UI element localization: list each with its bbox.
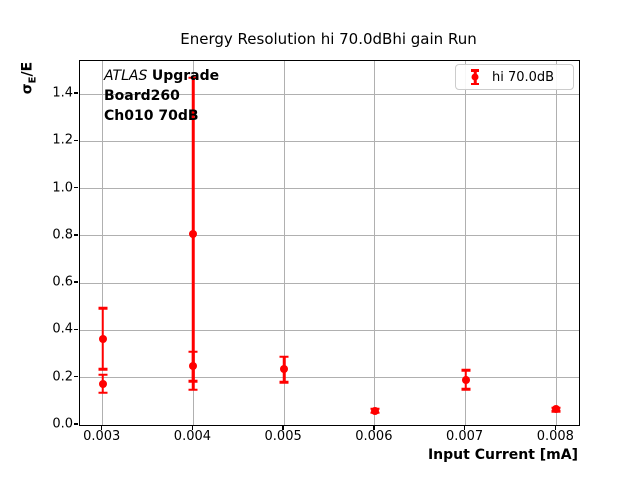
y-tick-mark (73, 281, 78, 283)
x-tick-mark (282, 425, 284, 430)
y-gridline (80, 93, 579, 95)
y-gridline (80, 188, 579, 190)
x-axis-label: Input Current [mA] (427, 447, 578, 463)
x-tick-label: 0.008 (536, 429, 574, 444)
x-tick-label: 0.004 (173, 429, 212, 444)
legend-label: hi 70.0dB (492, 69, 555, 85)
data-point (552, 405, 561, 414)
errorbar-top-cap (98, 306, 108, 310)
x-gridline (102, 61, 104, 425)
annotation-line-1: ATLAS Upgrade (104, 66, 219, 86)
data-point (98, 379, 107, 388)
y-tick-label: 0.8 (52, 227, 73, 243)
annotation-board: Board260 (104, 88, 180, 104)
y-tick-label: 0.4 (52, 321, 73, 337)
data-point (461, 375, 470, 384)
y-tick-label: 0.0 (52, 416, 73, 432)
legend-errorbar-bottomcap (471, 82, 479, 85)
annotation-channel: Ch010 70dB (104, 108, 199, 124)
plot-area: ATLAS Upgrade Board260 Ch010 70dB hi 70.… (79, 60, 580, 426)
data-point (280, 365, 289, 374)
x-tick-label: 0.007 (445, 429, 484, 444)
y-tick-mark (73, 234, 78, 236)
x-tick-mark (554, 425, 557, 430)
y-tick-mark (73, 92, 78, 94)
y-tick-mark (73, 423, 78, 425)
y-tick-mark (73, 375, 78, 378)
errorbar-top-cap (98, 373, 108, 376)
y-axis-label-sigma: σ (19, 83, 36, 95)
data-point (98, 334, 107, 343)
y-axis-label-rest: /E (19, 61, 36, 77)
errorbar-top-cap (461, 368, 471, 372)
y-gridline (80, 282, 579, 284)
x-tick-mark (191, 425, 194, 430)
y-tick-mark (73, 328, 78, 331)
legend: hi 70.0dB (455, 64, 574, 90)
errorbar-top-cap (188, 76, 198, 79)
y-axis-label-subscript: E (27, 76, 39, 84)
errorbar-bottom-cap (98, 391, 108, 394)
errorbar-bottom-cap (188, 388, 198, 391)
chart-title: Energy Resolution hi 70.0dBhi gain Run (180, 30, 477, 48)
annotation-tag: Upgrade (151, 68, 220, 84)
x-gridline (283, 61, 285, 425)
legend-errorbar-topcap (471, 69, 479, 72)
y-gridline (80, 329, 579, 331)
y-gridline (80, 377, 579, 379)
data-point (189, 229, 198, 238)
y-tick-label: 0.2 (52, 369, 73, 385)
x-tick-label: 0.003 (83, 429, 121, 444)
y-gridline (80, 140, 579, 142)
x-tick-label: 0.005 (264, 429, 302, 444)
y-tick-mark (73, 139, 78, 142)
legend-errorbar-icon (466, 68, 484, 86)
data-point (189, 362, 198, 371)
y-tick-mark (73, 186, 78, 189)
y-tick-label: 0.6 (52, 274, 73, 290)
legend-errorbar-dot (471, 73, 479, 81)
errorbar-bottom-cap (188, 379, 198, 383)
x-tick-label: 0.006 (355, 429, 393, 444)
y-gridline (80, 235, 579, 237)
errorbar-bottom-cap (279, 380, 289, 384)
errorbar-bottom-cap (98, 368, 108, 371)
errorbar-top-cap (188, 350, 198, 353)
x-gridline (374, 61, 376, 425)
x-gridline (465, 61, 467, 425)
atlas-annotation: ATLAS Upgrade Board260 Ch010 70dB (104, 66, 219, 126)
errorbar-bottom-cap (461, 387, 471, 391)
y-axis-label: σE/E (20, 62, 39, 94)
x-tick-mark (463, 425, 466, 430)
data-point (370, 406, 379, 415)
y-tick-label: 1.0 (52, 180, 73, 196)
annotation-experiment: ATLAS (104, 68, 148, 84)
x-gridline (555, 61, 557, 425)
y-tick-label: 1.2 (52, 132, 73, 148)
x-tick-mark (373, 425, 375, 430)
errorbar-top-cap (279, 355, 289, 358)
x-tick-mark (100, 425, 103, 430)
y-tick-label: 1.4 (52, 85, 73, 101)
